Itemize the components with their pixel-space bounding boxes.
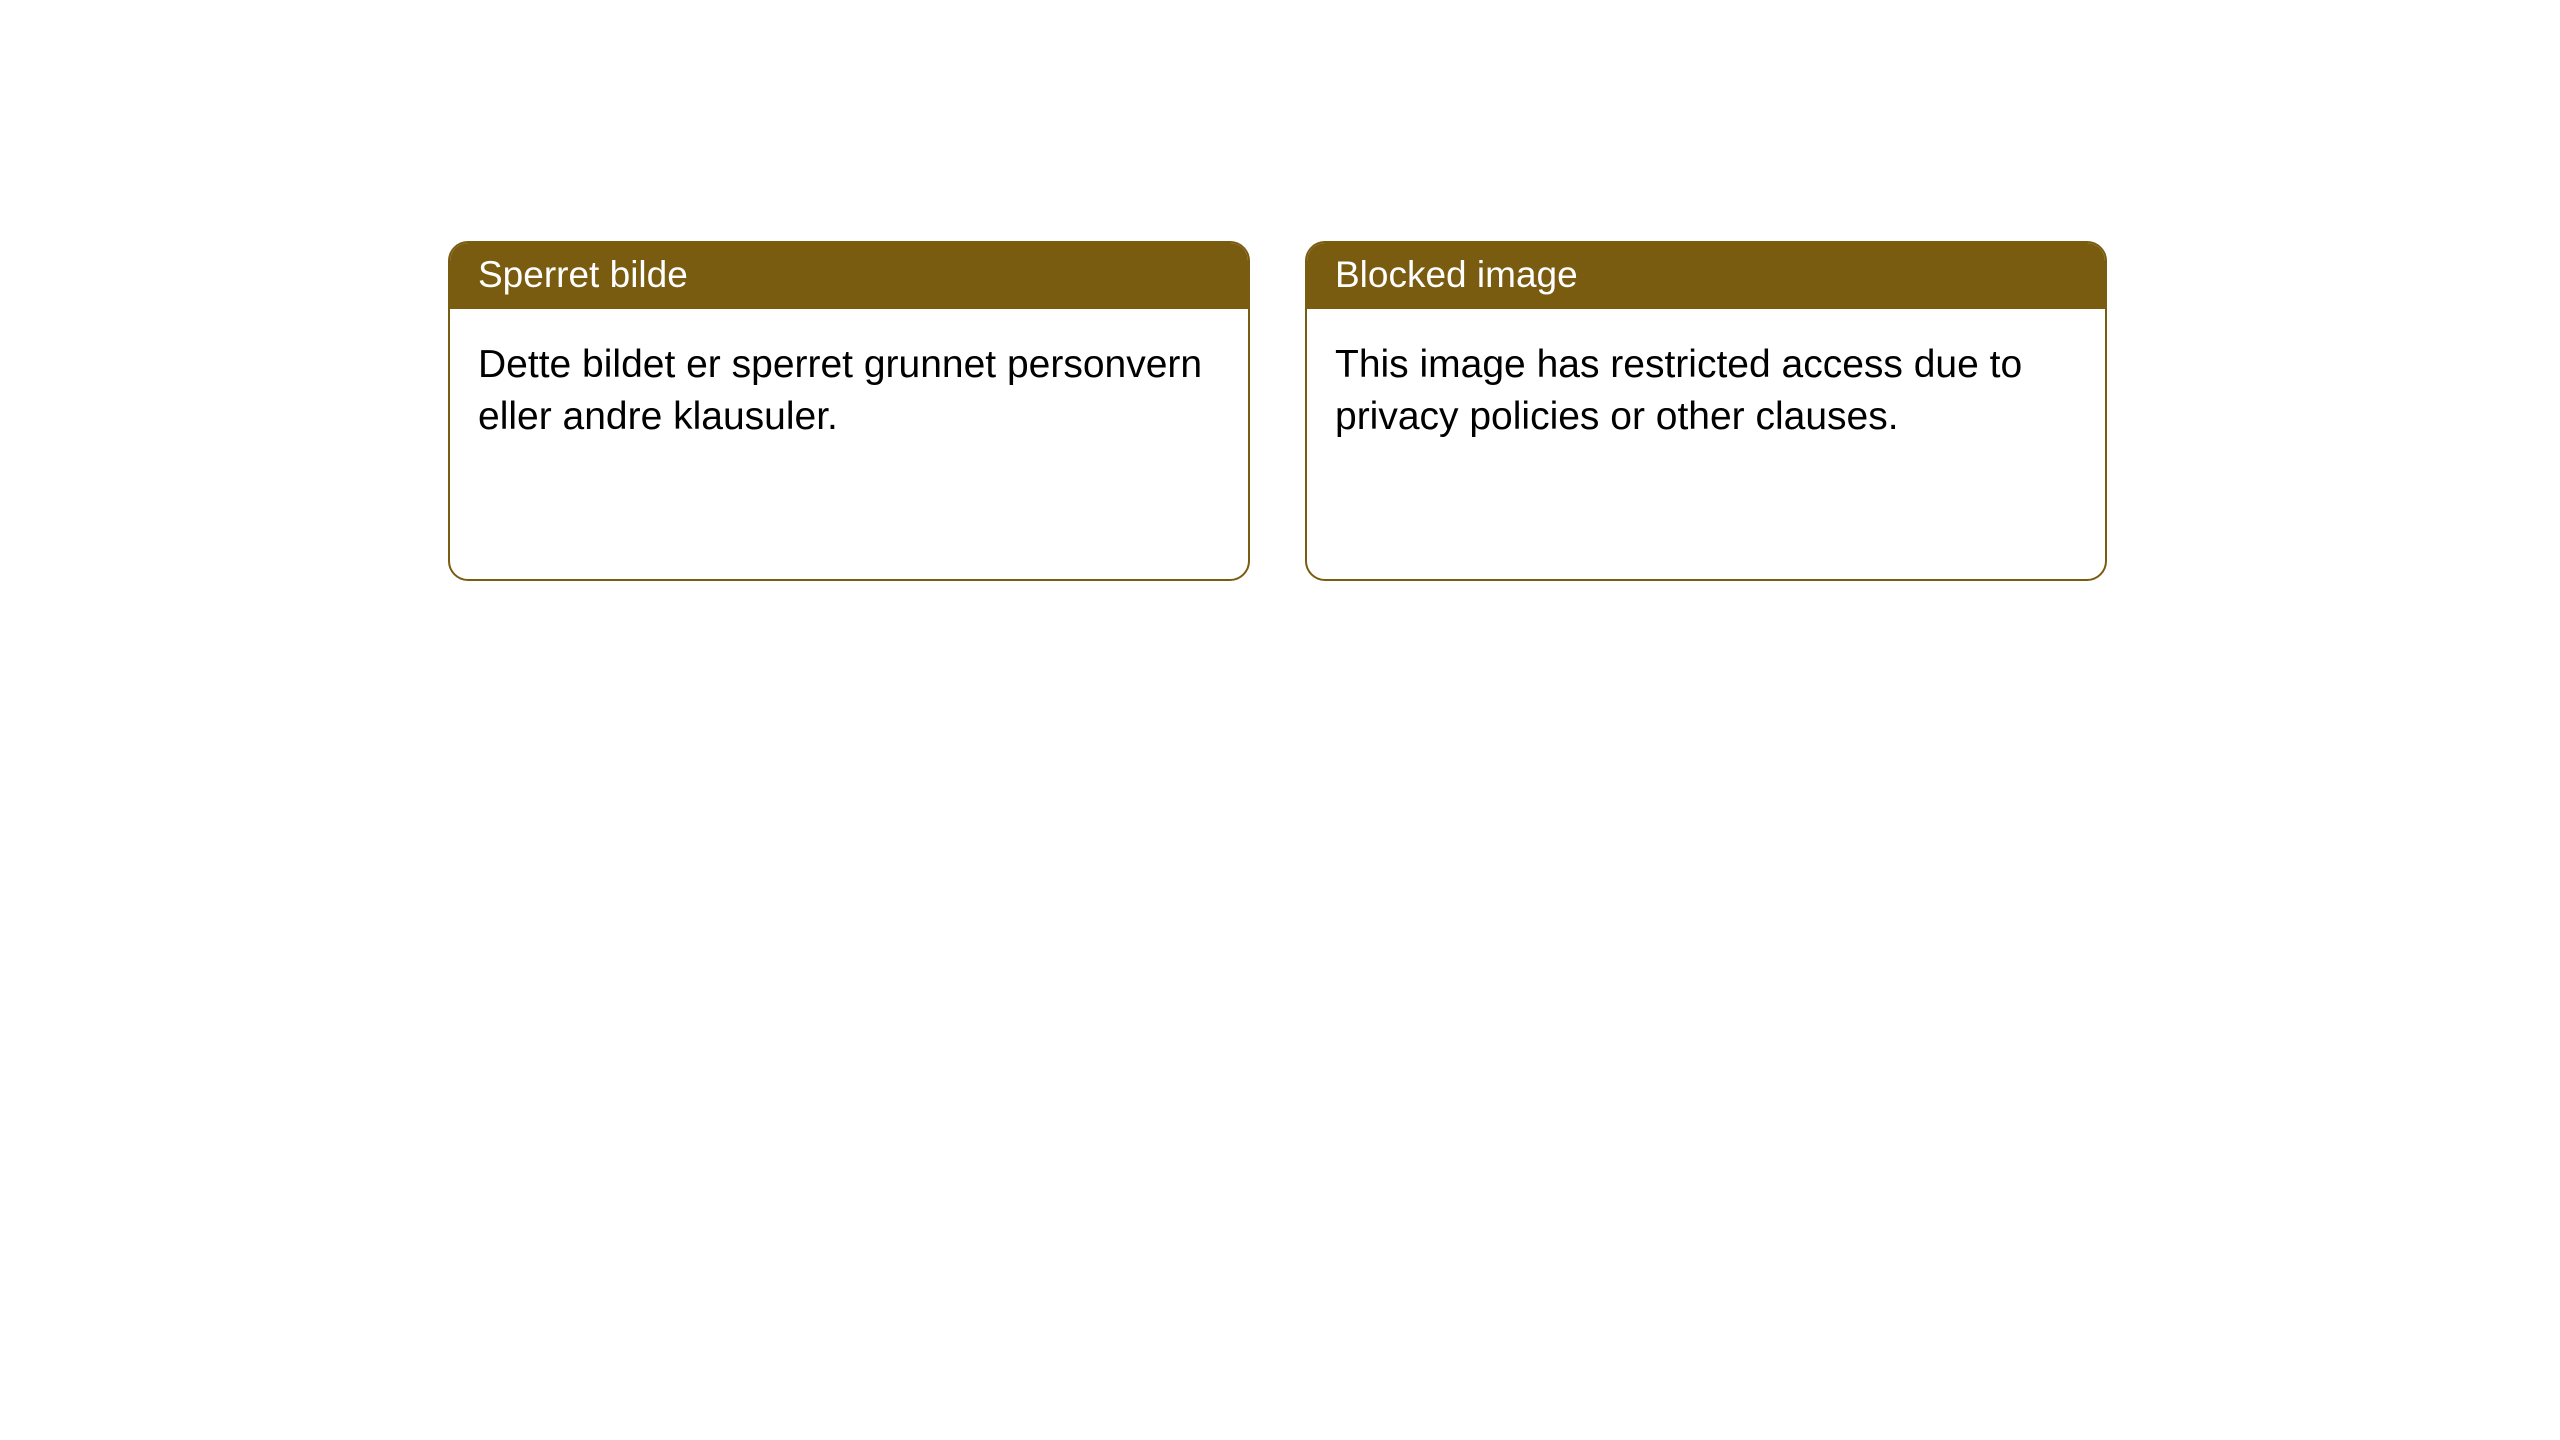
card-text-english: This image has restricted access due to …: [1335, 339, 2077, 444]
notice-card-english: Blocked image This image has restricted …: [1305, 241, 2107, 581]
card-text-norwegian: Dette bildet er sperret grunnet personve…: [478, 339, 1220, 444]
notice-container: Sperret bilde Dette bildet er sperret gr…: [448, 241, 2107, 581]
card-title-norwegian: Sperret bilde: [478, 254, 688, 295]
card-body-english: This image has restricted access due to …: [1307, 309, 2105, 579]
card-header-norwegian: Sperret bilde: [450, 243, 1248, 309]
notice-card-norwegian: Sperret bilde Dette bildet er sperret gr…: [448, 241, 1250, 581]
card-body-norwegian: Dette bildet er sperret grunnet personve…: [450, 309, 1248, 579]
card-header-english: Blocked image: [1307, 243, 2105, 309]
card-title-english: Blocked image: [1335, 254, 1578, 295]
